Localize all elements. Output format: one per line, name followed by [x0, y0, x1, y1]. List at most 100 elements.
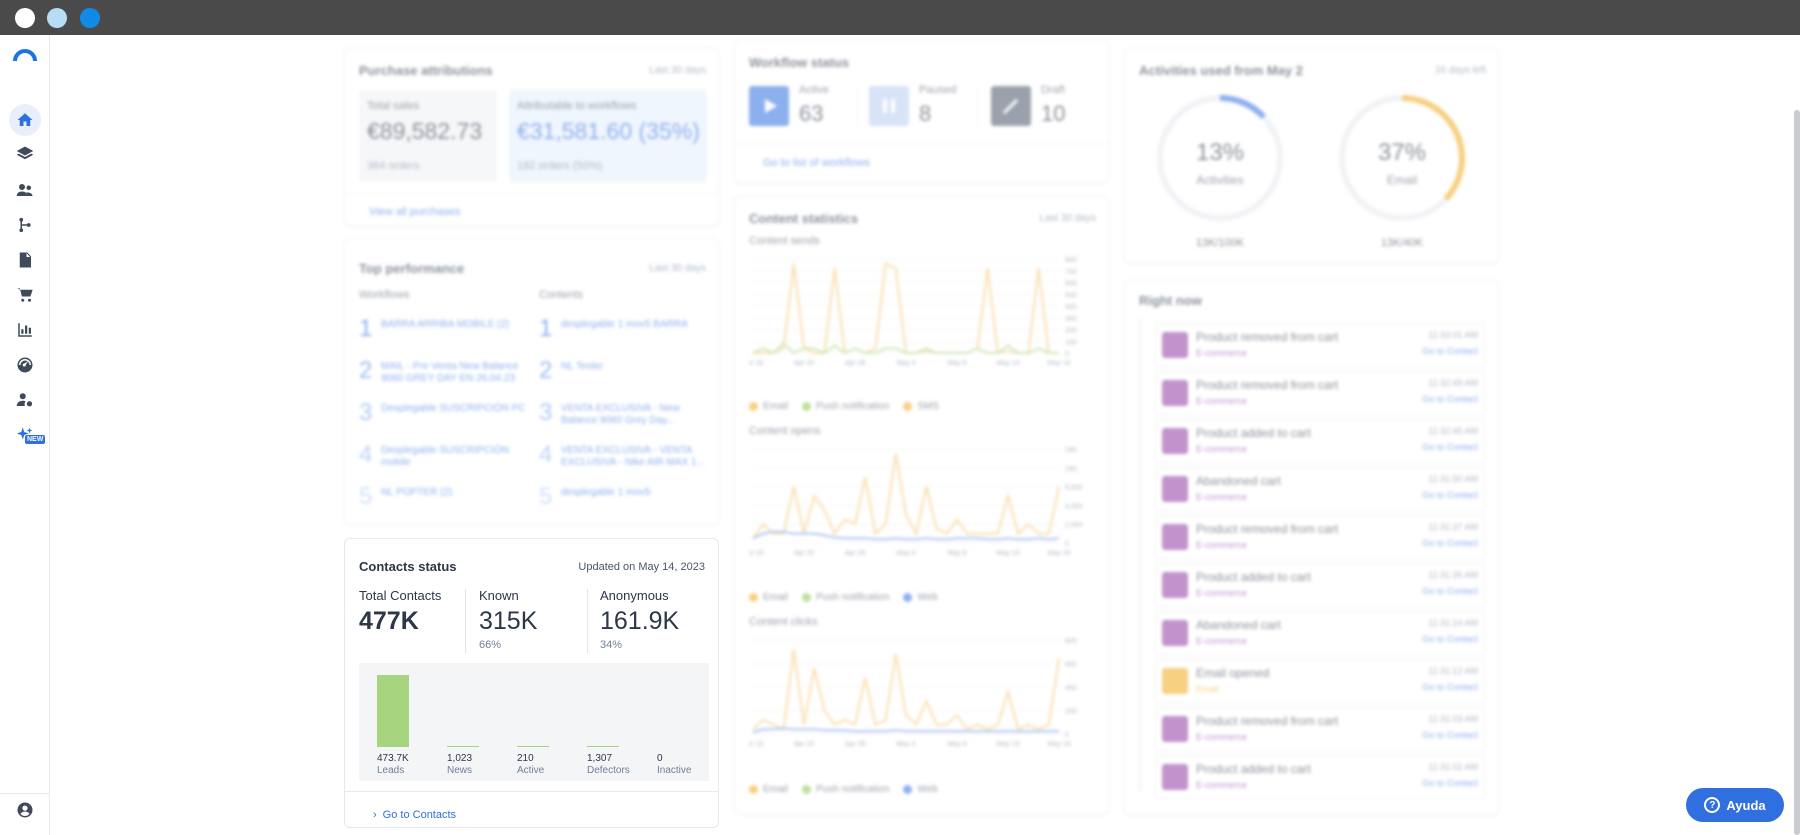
- scrollbar[interactable]: [1794, 110, 1800, 835]
- workflow-icon[interactable]: [9, 209, 41, 241]
- y-tick-label: 0: [1065, 541, 1069, 548]
- legend-entry[interactable]: Push notification: [802, 784, 889, 795]
- y-tick-label: 6,000: [1065, 485, 1083, 492]
- x-tick-label: Apr 28: [845, 550, 866, 557]
- workflows-col-header: Workflows: [359, 289, 410, 301]
- bar-value-label: 1,307: [587, 753, 613, 764]
- user-settings-icon[interactable]: [9, 384, 41, 416]
- card-meta: Last 30 days: [1039, 213, 1096, 224]
- rank-link[interactable]: VENTA EXCLUSIVA - New Balance 9060 Grey …: [561, 403, 680, 426]
- event-time: 11:31:35 AM: [1428, 570, 1478, 580]
- legend-entry[interactable]: Web: [903, 784, 938, 795]
- series-line: [752, 727, 1059, 734]
- legend-entry[interactable]: Web: [903, 592, 938, 603]
- bar-value-label: 1,023: [447, 753, 473, 764]
- rank-link[interactable]: NL POPTER (2): [381, 487, 453, 498]
- go-to-contact-link[interactable]: Go to Contact: [1422, 442, 1478, 452]
- go-to-contact-link[interactable]: Go to Contact: [1422, 778, 1478, 788]
- legend-entry[interactable]: Push notification: [802, 401, 889, 412]
- window-maximize-control[interactable]: [80, 8, 100, 28]
- x-tick-label: Apr 20: [794, 360, 815, 367]
- chart-icon[interactable]: [9, 314, 41, 346]
- x-tick-label: May 16: [1048, 550, 1071, 557]
- legend-entry[interactable]: Email: [749, 784, 788, 795]
- go-to-contact-link[interactable]: Go to Contact: [1422, 346, 1478, 356]
- rank-number: 4: [539, 441, 553, 468]
- activity-event: Product removed from cart E-commerce 11:31…: [1155, 515, 1485, 559]
- legend-entry[interactable]: Push notification: [802, 592, 889, 603]
- content-statistics-card: Content statistics Last 30 days Content …: [734, 196, 1109, 814]
- y-tick-label: 500: [1065, 292, 1077, 299]
- event-category: E-commerce: [1196, 540, 1248, 550]
- go-to-contact-link[interactable]: Go to Contact: [1422, 538, 1478, 548]
- y-tick-label: 400: [1065, 304, 1077, 311]
- y-tick-label: 200: [1065, 709, 1077, 716]
- event-time: 11:31:50 AM: [1428, 474, 1478, 484]
- y-tick-label: 180: [1065, 447, 1077, 454]
- play-icon: [749, 86, 789, 126]
- rank-link[interactable]: BARRA ARRIBA MOBILE (2): [381, 319, 510, 330]
- users-icon[interactable]: [9, 174, 41, 206]
- account-icon[interactable]: [9, 794, 41, 826]
- total-sales-box: Total sales €89,582.73 364 orders: [359, 90, 497, 182]
- rank-link[interactable]: desplegable 1 mov5 BARRA: [561, 319, 688, 330]
- sidebar: NEW: [0, 35, 50, 835]
- go-to-contact-link[interactable]: Go to Contact: [1422, 490, 1478, 500]
- rank-number: 3: [539, 399, 553, 426]
- new-badge: NEW: [25, 435, 46, 444]
- anonymous-label: Anonymous: [600, 588, 669, 603]
- event-title: Product added to cart: [1196, 570, 1311, 584]
- rank-link[interactable]: VENTA EXCLUSIVA - VENTA EXCLUSIVA - Nike…: [561, 445, 705, 468]
- window-close-control[interactable]: [15, 8, 35, 28]
- anonymous-value: 161.9K: [600, 607, 680, 635]
- activity-event: Product added to cart E-commerce 11:31:35 …: [1155, 563, 1485, 607]
- event-category: E-commerce: [1196, 492, 1248, 502]
- window-minimize-control[interactable]: [47, 8, 67, 28]
- x-tick-label: May 4: [896, 550, 915, 557]
- series-line: [752, 530, 1060, 541]
- rank-link[interactable]: Desplegable SUSCRIPCIÓN mobile: [381, 445, 509, 468]
- event-icon: [1162, 332, 1188, 358]
- known-percent: 66%: [479, 639, 502, 651]
- rank-number: 1: [539, 315, 553, 342]
- rank-link[interactable]: desplegable 1 mov5: [561, 487, 651, 498]
- right-now-card: Right now Product removed from cart E-com…: [1124, 280, 1499, 815]
- view-all-purchases-link[interactable]: View all purchases: [369, 206, 461, 218]
- help-button[interactable]: ? Ayuda: [1686, 788, 1784, 822]
- bar-category-label: Active: [517, 765, 545, 776]
- activity-event: Product added to cart E-commerce 11:32:45 …: [1155, 419, 1485, 463]
- card-meta: Last 30 days: [649, 65, 706, 76]
- layers-icon[interactable]: [9, 138, 41, 170]
- legend-swatch: [802, 785, 812, 794]
- rank-link[interactable]: Desplegable SUSCRIPCIÓN PC: [381, 403, 526, 414]
- clicks-title: Content clicks: [749, 616, 818, 628]
- known-value: 315K: [479, 607, 538, 635]
- legend-swatch: [903, 593, 913, 602]
- rank-link[interactable]: NL Tester: [561, 361, 604, 372]
- card-title: Contacts status: [359, 559, 457, 574]
- go-to-contact-link[interactable]: Go to Contact: [1422, 634, 1478, 644]
- dashboard-icon[interactable]: [9, 349, 41, 381]
- document-icon[interactable]: [9, 244, 41, 276]
- x-tick-label: May 8: [947, 360, 966, 367]
- go-to-contact-link[interactable]: Go to Contact: [1422, 586, 1478, 596]
- attributable-label: Attributable to workflows: [517, 100, 637, 112]
- card-title: Activities used from May 2: [1139, 63, 1303, 78]
- help-label: Ayuda: [1726, 797, 1766, 813]
- sparkles-icon[interactable]: NEW: [9, 419, 46, 451]
- go-to-contact-link[interactable]: Go to Contact: [1422, 730, 1478, 740]
- legend-entry[interactable]: Email: [749, 401, 788, 412]
- x-tick-label: May 14: [997, 550, 1020, 557]
- go-to-contact-link[interactable]: Go to Contact: [1422, 682, 1478, 692]
- cart-icon[interactable]: [9, 279, 41, 311]
- legend-entry[interactable]: Email: [749, 592, 788, 603]
- event-title: Product removed from cart: [1196, 522, 1339, 536]
- rank-link[interactable]: MAIL - Pre Venta New Balance 9060 GREY D…: [381, 361, 519, 384]
- contents-col-header: Contents: [539, 289, 584, 301]
- go-to-contact-link[interactable]: Go to Contact: [1422, 394, 1478, 404]
- home-icon[interactable]: [9, 104, 41, 136]
- event-time: 11:32:45 AM: [1428, 426, 1478, 436]
- go-to-contacts-link[interactable]: › Go to Contacts: [373, 809, 456, 821]
- workflows-list-link[interactable]: Go to list of workflows: [763, 157, 870, 169]
- legend-entry[interactable]: SMS: [903, 401, 939, 412]
